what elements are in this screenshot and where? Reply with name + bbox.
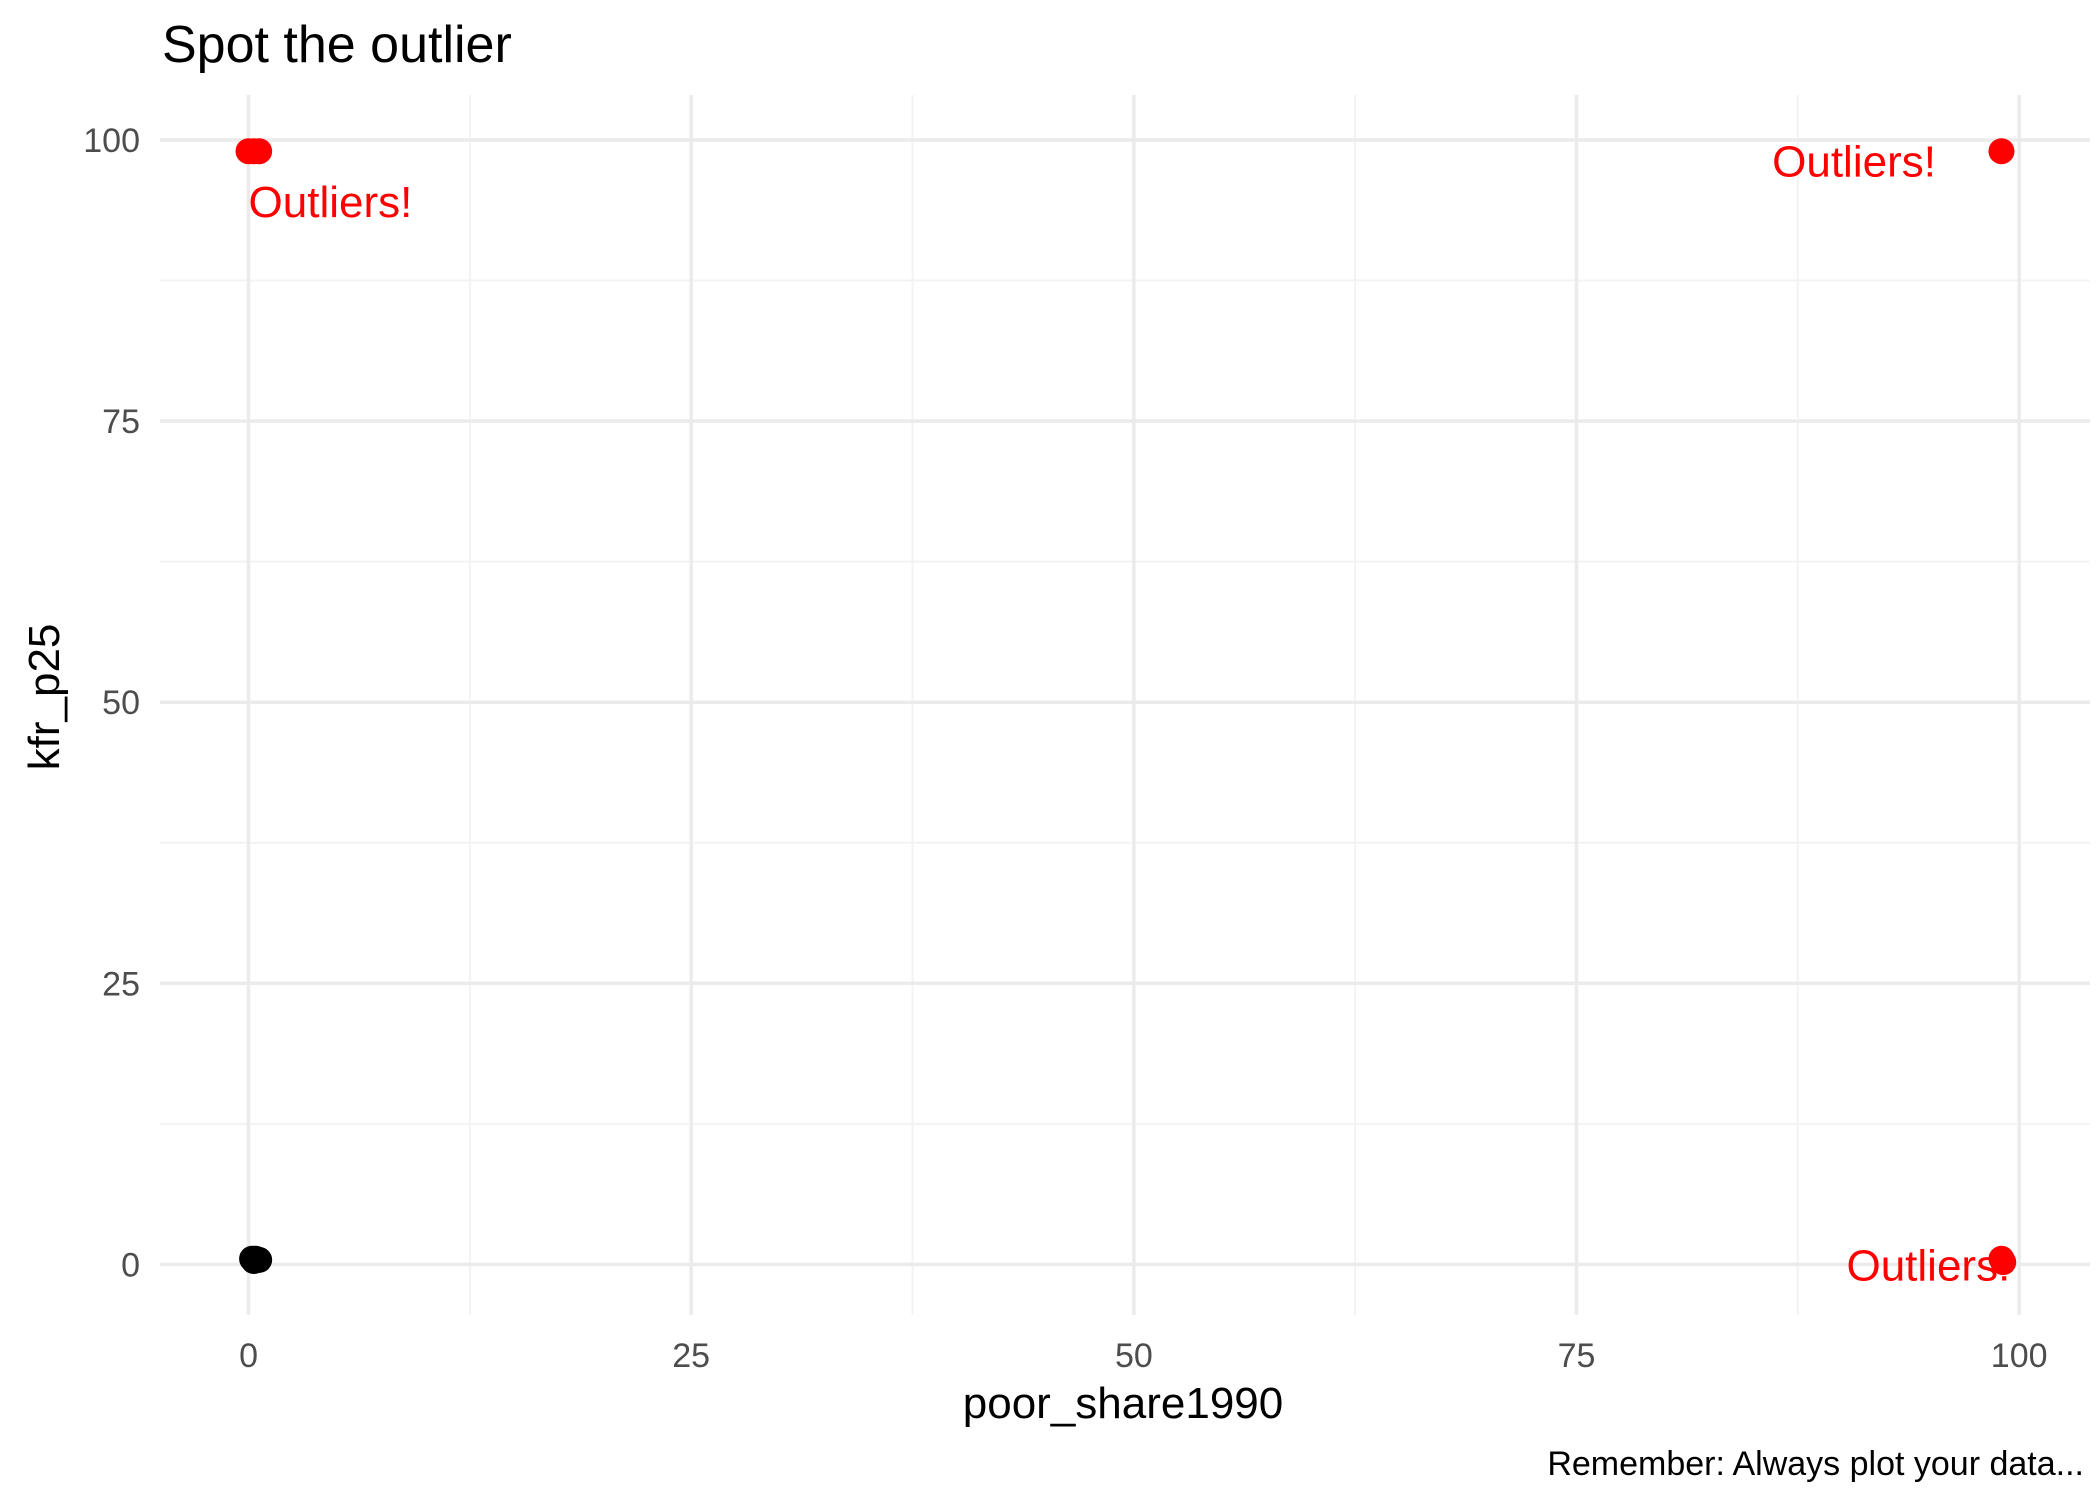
chart-caption: Remember: Always plot your data... [1547,1445,2084,1483]
outlier-point [1988,138,2015,165]
outlier-point [1990,1249,2017,1276]
points-layer [235,138,2017,1276]
x-tick-label: 100 [1991,1337,2048,1375]
outlier-annotation: Outliers! [1846,1242,2010,1291]
y-tick-label: 25 [102,965,140,1003]
y-tick-label: 100 [83,122,140,160]
annotation-layer: Outliers! Outliers! Outliers! [249,137,2011,1290]
chart-title: Spot the outlier [162,16,512,74]
x-tick-label: 50 [1115,1337,1153,1375]
tick-layer: 0 25 50 75 100 0 25 50 75 100 [83,122,2047,1375]
x-axis-title: poor_share1990 [963,1379,1283,1428]
grid-layer [160,95,2090,1315]
x-tick-label: 25 [672,1337,710,1375]
outlier-point [246,138,273,165]
y-axis-title: kfr_p25 [20,624,69,771]
outlier-annotation: Outliers! [1772,137,1936,186]
x-tick-label: 0 [239,1337,258,1375]
data-point [240,1248,267,1275]
outlier-annotation: Outliers! [249,178,413,227]
x-tick-label: 75 [1558,1337,1596,1375]
y-tick-label: 0 [121,1246,140,1284]
y-tick-label: 50 [102,684,140,722]
y-tick-label: 75 [102,403,140,441]
